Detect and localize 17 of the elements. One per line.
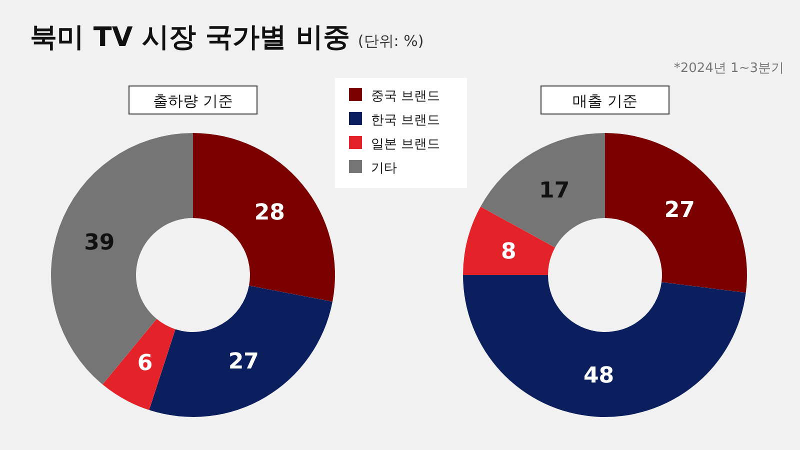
data-label: 28 bbox=[254, 200, 285, 226]
legend-label: 중국 브랜드 bbox=[371, 89, 440, 104]
data-label: 6 bbox=[137, 351, 153, 376]
data-label: 17 bbox=[539, 178, 570, 204]
data-label: 27 bbox=[228, 350, 259, 375]
chart-title: 매출 기준 bbox=[572, 92, 638, 110]
text: *2024년 1~3분기 bbox=[674, 61, 784, 76]
legend-label: 일본 브랜드 bbox=[371, 137, 440, 152]
legend-label: 한국 브랜드 bbox=[371, 113, 440, 128]
legend-label: 기타 bbox=[371, 161, 397, 176]
data-label: 8 bbox=[500, 239, 516, 264]
data-label: 27 bbox=[664, 198, 695, 224]
text: 출하량 기준 bbox=[153, 92, 233, 110]
text: (단위: %) bbox=[358, 32, 424, 50]
data-label: 39 bbox=[84, 230, 115, 256]
data-label: 48 bbox=[583, 363, 614, 388]
chart-title: 북미 TV 시장 국가별 비중 bbox=[30, 22, 350, 53]
